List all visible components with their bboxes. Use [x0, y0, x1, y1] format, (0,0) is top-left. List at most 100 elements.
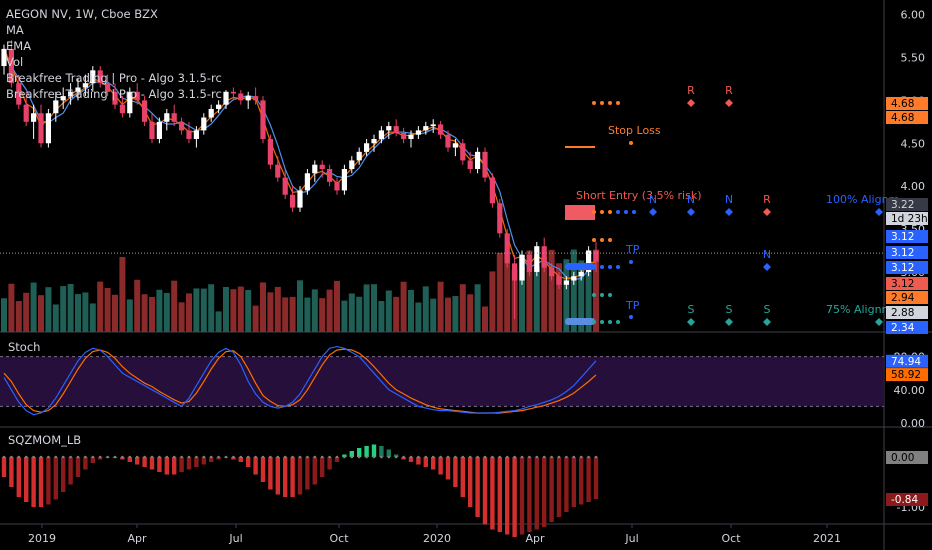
- time-axis-label: Oct: [721, 532, 741, 545]
- candle-body: [489, 177, 495, 204]
- dot-blue: [600, 265, 604, 269]
- candle-body: [319, 164, 325, 169]
- price-axis-label: 3.12: [891, 278, 914, 290]
- time-axis-label: 2020: [423, 532, 451, 545]
- price-axis-label: 3.22: [891, 199, 914, 211]
- volume-bar: [223, 286, 229, 332]
- sqz-pane-title[interactable]: SQZMOM_LB: [8, 433, 82, 447]
- sqz-histogram-bar: [157, 457, 162, 472]
- candle-body: [512, 263, 518, 281]
- price-axis-label: 3.12: [891, 247, 914, 259]
- sqz-histogram-bar: [416, 457, 421, 465]
- sqz-zero-dot: [143, 455, 146, 459]
- volume-bar: [570, 249, 577, 332]
- sqz-zero-dot: [2, 455, 6, 459]
- tp1-dot: [629, 260, 633, 264]
- candle-body: [1, 48, 7, 67]
- dot-teal: [600, 320, 604, 324]
- sqz-zero-dot: [17, 455, 21, 459]
- sqz-histogram-bar: [438, 457, 443, 475]
- price-axis-label: 2.88: [891, 307, 914, 319]
- volume-bar: [260, 282, 266, 332]
- sqz-zero-dot: [335, 455, 339, 459]
- signal-row-label: R: [763, 193, 771, 206]
- volume-bar: [193, 288, 200, 332]
- volume-bar: [282, 297, 289, 332]
- candle-body: [16, 83, 22, 105]
- candle-body: [245, 96, 251, 101]
- sqz-histogram-bar: [149, 457, 155, 470]
- volume-bar: [119, 257, 126, 332]
- candle-body: [408, 134, 414, 139]
- sqz-zero-dot: [483, 455, 487, 459]
- volume-bar: [230, 289, 237, 332]
- sqz-zero-dot: [165, 455, 169, 459]
- sqz-zero-dot: [491, 455, 494, 459]
- sqz-histogram-bar: [364, 446, 369, 457]
- candle-body: [216, 104, 222, 109]
- sqz-zero-dot: [476, 455, 479, 459]
- price-axis-tick-label: 5.50: [901, 51, 926, 64]
- sqz-zero-dot: [246, 455, 250, 459]
- sqz-zero-dot: [69, 455, 72, 459]
- stoch-value-label: 58.92: [891, 369, 921, 381]
- volume-bar: [104, 287, 111, 332]
- short-entry-label: Short Entry (3.5% risk): [576, 189, 702, 202]
- sqz-histogram-bar: [527, 457, 532, 532]
- volume-bar: [422, 286, 429, 332]
- volume-bar: [304, 297, 311, 332]
- dot-blue: [608, 265, 612, 269]
- candle-body: [467, 160, 473, 169]
- sqz-histogram-bar: [194, 457, 199, 467]
- sqz-zero-dot: [528, 455, 531, 459]
- sqz-zero-dot: [224, 455, 228, 459]
- candle-body: [327, 169, 333, 182]
- volume-bar: [489, 271, 496, 332]
- dot-teal: [600, 293, 604, 297]
- volume-bar: [356, 296, 363, 332]
- sqz-zero-dot: [320, 455, 324, 459]
- volume-bar: [319, 298, 326, 332]
- candle-body: [297, 190, 303, 208]
- dot-orange: [592, 210, 596, 214]
- signal-s-label: S: [688, 303, 695, 316]
- sqz-histogram-bar: [9, 457, 14, 487]
- candle-body: [349, 160, 355, 169]
- candle-body: [304, 173, 310, 191]
- candle-body: [504, 233, 510, 264]
- dot-teal: [608, 320, 612, 324]
- sqz-zero-dot: [187, 455, 191, 459]
- sqz-value-label: -0.84: [891, 494, 918, 506]
- sqz-histogram-bar: [68, 457, 73, 485]
- volume-bar: [82, 292, 89, 332]
- candle-body: [97, 70, 103, 84]
- candle-body: [378, 130, 384, 139]
- price-axis-label-box: [886, 291, 928, 304]
- sqz-zero-dot: [565, 455, 568, 459]
- stoch-value-box: [886, 368, 928, 382]
- time-axis-label: Apr: [127, 532, 147, 545]
- candle-body: [475, 151, 481, 169]
- sqz-zero-dot: [409, 455, 413, 459]
- sqz-histogram-bar: [164, 457, 169, 475]
- volume-bar: [60, 286, 67, 332]
- signal-s-label: S: [726, 303, 733, 316]
- volume-bar: [178, 302, 185, 332]
- sqz-histogram-bar: [16, 457, 21, 497]
- candle-body: [171, 113, 177, 122]
- sqz-histogram-bar: [431, 457, 436, 470]
- candle-body: [519, 254, 525, 281]
- sqz-histogram-bar: [186, 457, 192, 470]
- candle-body: [452, 143, 458, 148]
- sqz-histogram-bar: [357, 448, 362, 457]
- sqz-zero-dot: [513, 455, 516, 459]
- stoch-pane-title[interactable]: Stoch: [8, 340, 41, 354]
- sqz-zero-dot: [180, 455, 183, 459]
- candle-body: [134, 91, 140, 101]
- sqz-histogram-bar: [127, 457, 132, 462]
- volume-bar: [15, 301, 22, 332]
- candle-body: [38, 113, 44, 144]
- price-axis-tick-label: 6.00: [901, 9, 926, 22]
- sqz-zero-dot: [158, 455, 161, 459]
